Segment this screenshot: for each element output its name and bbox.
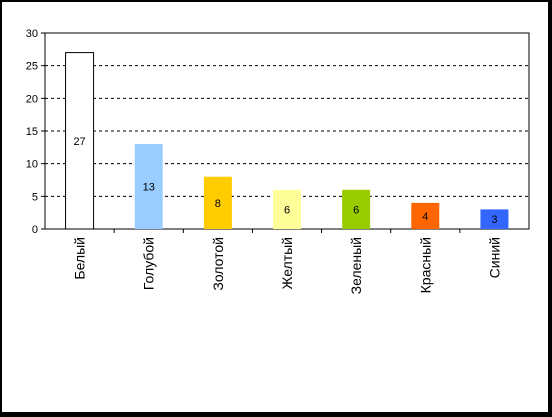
data-label: 3 [491,214,497,226]
data-label: 6 [284,204,290,216]
bar [273,189,301,229]
y-tick-label: 10 [26,159,38,171]
data-label: 27 [73,136,85,148]
chart-frame: 0 5 10 15 20 25 30 Белый Голубой Золотой Желтый Зе… [2,2,548,412]
y-tick-label: 15 [26,126,38,138]
x-axis-categories: Белый Голубой Золотой Желтый Зеленый Красный С… [72,237,503,294]
category-label: Желтый [279,237,295,290]
y-tick-label: 20 [26,93,38,105]
bar [411,202,440,229]
y-axis-ticks: 0 5 10 15 20 25 30 [26,28,461,236]
y-tick-label: 25 [26,61,38,73]
data-label: 6 [353,204,359,216]
bar [65,52,95,230]
y-tick-label: 5 [32,191,38,203]
bars [65,52,509,230]
data-label: 8 [215,198,221,210]
bar [342,189,371,229]
y-tick-label: 0 [32,224,38,236]
data-labels: 27 13 8 6 6 4 3 [73,136,497,226]
bar-chart: 0 5 10 15 20 25 30 Белый Голубой Золотой Желтый Зе… [26,28,530,294]
data-label: 4 [422,211,428,223]
bar [134,144,163,229]
category-label: Белый [72,237,88,280]
category-label: Зеленый [348,237,364,294]
category-label: Золотой [210,237,226,291]
category-label: Голубой [141,237,157,290]
bar [480,209,509,229]
data-label: 13 [143,182,155,194]
category-label: Синий [486,237,502,278]
bar [203,176,232,229]
category-label: Красный [417,237,433,293]
y-tick-label: 30 [26,28,38,40]
